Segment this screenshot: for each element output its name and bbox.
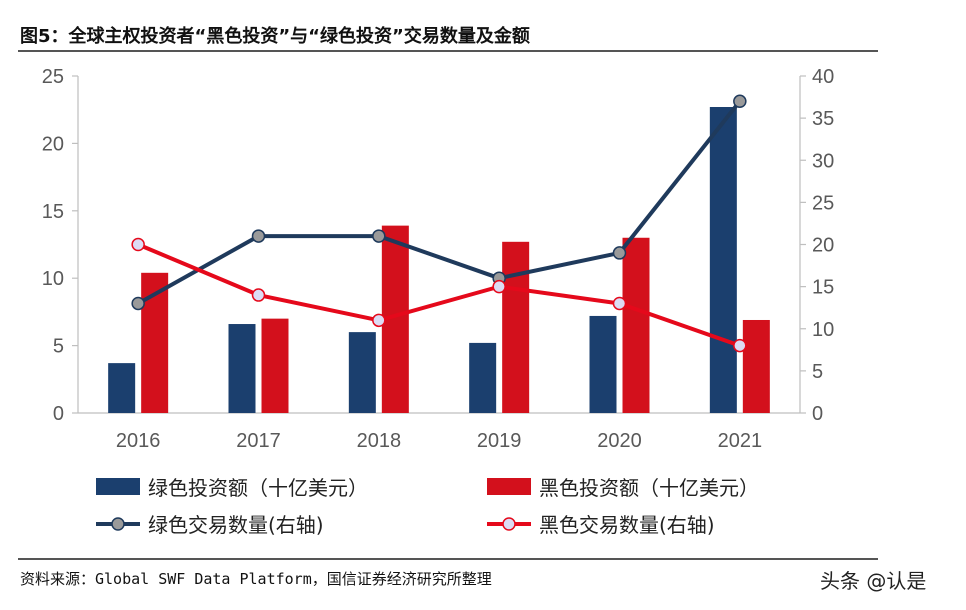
point-black-count-2016 <box>131 237 145 252</box>
point-black-count-2020 <box>612 296 627 311</box>
legend-label-green-count: 绿色交易数量(右轴) <box>148 513 324 537</box>
legend-marker-black-count <box>502 517 516 531</box>
chart: 0 5 10 15 20 25 0 5 10 15 20 25 30 35 40 2016 2017 2018 20… <box>42 66 835 537</box>
right-tick-label: 15 <box>812 277 834 299</box>
left-tick-label: 10 <box>42 268 64 290</box>
bar-black-amount-2021 <box>742 319 770 413</box>
legend-marker-green-count <box>111 517 125 531</box>
point-black-count-2019 <box>492 279 506 294</box>
point-green-count-2018 <box>372 229 386 243</box>
bars <box>108 107 770 413</box>
legend-swatch-green-amount <box>96 478 140 495</box>
legend-swatch-black-amount <box>487 478 531 495</box>
point-black-count-2021 <box>733 338 747 353</box>
point-green-count-2021 <box>733 94 747 109</box>
x-tick-label: 2017 <box>236 430 281 452</box>
bar-black-amount-2017 <box>261 318 289 413</box>
watermark: 头条 @认是 <box>820 569 927 593</box>
bar-green-amount-2016 <box>108 363 136 413</box>
bar-black-amount-2019 <box>502 241 530 413</box>
bar-black-amount-2020 <box>622 237 650 413</box>
bar-green-amount-2019 <box>469 342 497 413</box>
point-green-count-2020 <box>612 246 627 260</box>
left-tick-label: 25 <box>42 66 64 88</box>
right-tick-label: 30 <box>812 150 834 172</box>
legend: 绿色投资额（十亿美元） 黑色投资额（十亿美元） 绿色交易数量(右轴) 黑色交易数量(右… <box>96 476 759 537</box>
left-tick-label: 5 <box>53 336 64 358</box>
x-tick-label: 2020 <box>597 430 642 452</box>
point-green-count-2016 <box>131 296 145 311</box>
legend-label-green-amount: 绿色投资额（十亿美元） <box>148 476 368 500</box>
x-tick-label: 2021 <box>718 430 763 452</box>
legend-label-black-amount: 黑色投资额（十亿美元） <box>539 476 759 500</box>
left-tick-label: 15 <box>42 201 64 223</box>
axes: 0 5 10 15 20 25 0 5 10 15 20 25 30 35 40 2016 2017 2018 20… <box>42 66 835 452</box>
title-divider <box>18 50 878 52</box>
right-tick-label: 0 <box>812 403 823 425</box>
bar-green-amount-2020 <box>589 315 617 413</box>
x-tick-label: 2018 <box>357 430 402 452</box>
lines <box>131 94 747 353</box>
source-divider <box>18 558 878 560</box>
right-tick-label: 5 <box>812 361 823 383</box>
right-tick-label: 25 <box>812 192 834 214</box>
left-tick-label: 20 <box>42 133 64 155</box>
line-green-count <box>137 100 742 306</box>
bar-green-amount-2021 <box>709 107 737 413</box>
x-tick-label: 2016 <box>116 430 161 452</box>
point-black-count-2017 <box>251 288 266 302</box>
bar-green-amount-2018 <box>348 332 376 413</box>
right-tick-label: 35 <box>812 108 834 130</box>
right-tick-label: 40 <box>812 66 834 88</box>
right-tick-label: 20 <box>812 235 834 257</box>
point-black-count-2018 <box>372 313 386 328</box>
legend-label-black-count: 黑色交易数量(右轴) <box>539 513 715 537</box>
line-black-count <box>137 242 741 348</box>
x-tick-label: 2019 <box>477 430 522 452</box>
point-green-count-2017 <box>251 229 266 243</box>
left-tick-label: 0 <box>53 403 64 425</box>
bar-green-amount-2017 <box>228 324 256 413</box>
source-note: 资料来源：Global SWF Data Platform，国信证券经济研究所整… <box>20 570 492 588</box>
right-tick-label: 10 <box>812 319 834 341</box>
chart-title: 图5：全球主权投资者“黑色投资”与“绿色投资”交易数量及金额 <box>20 26 530 47</box>
